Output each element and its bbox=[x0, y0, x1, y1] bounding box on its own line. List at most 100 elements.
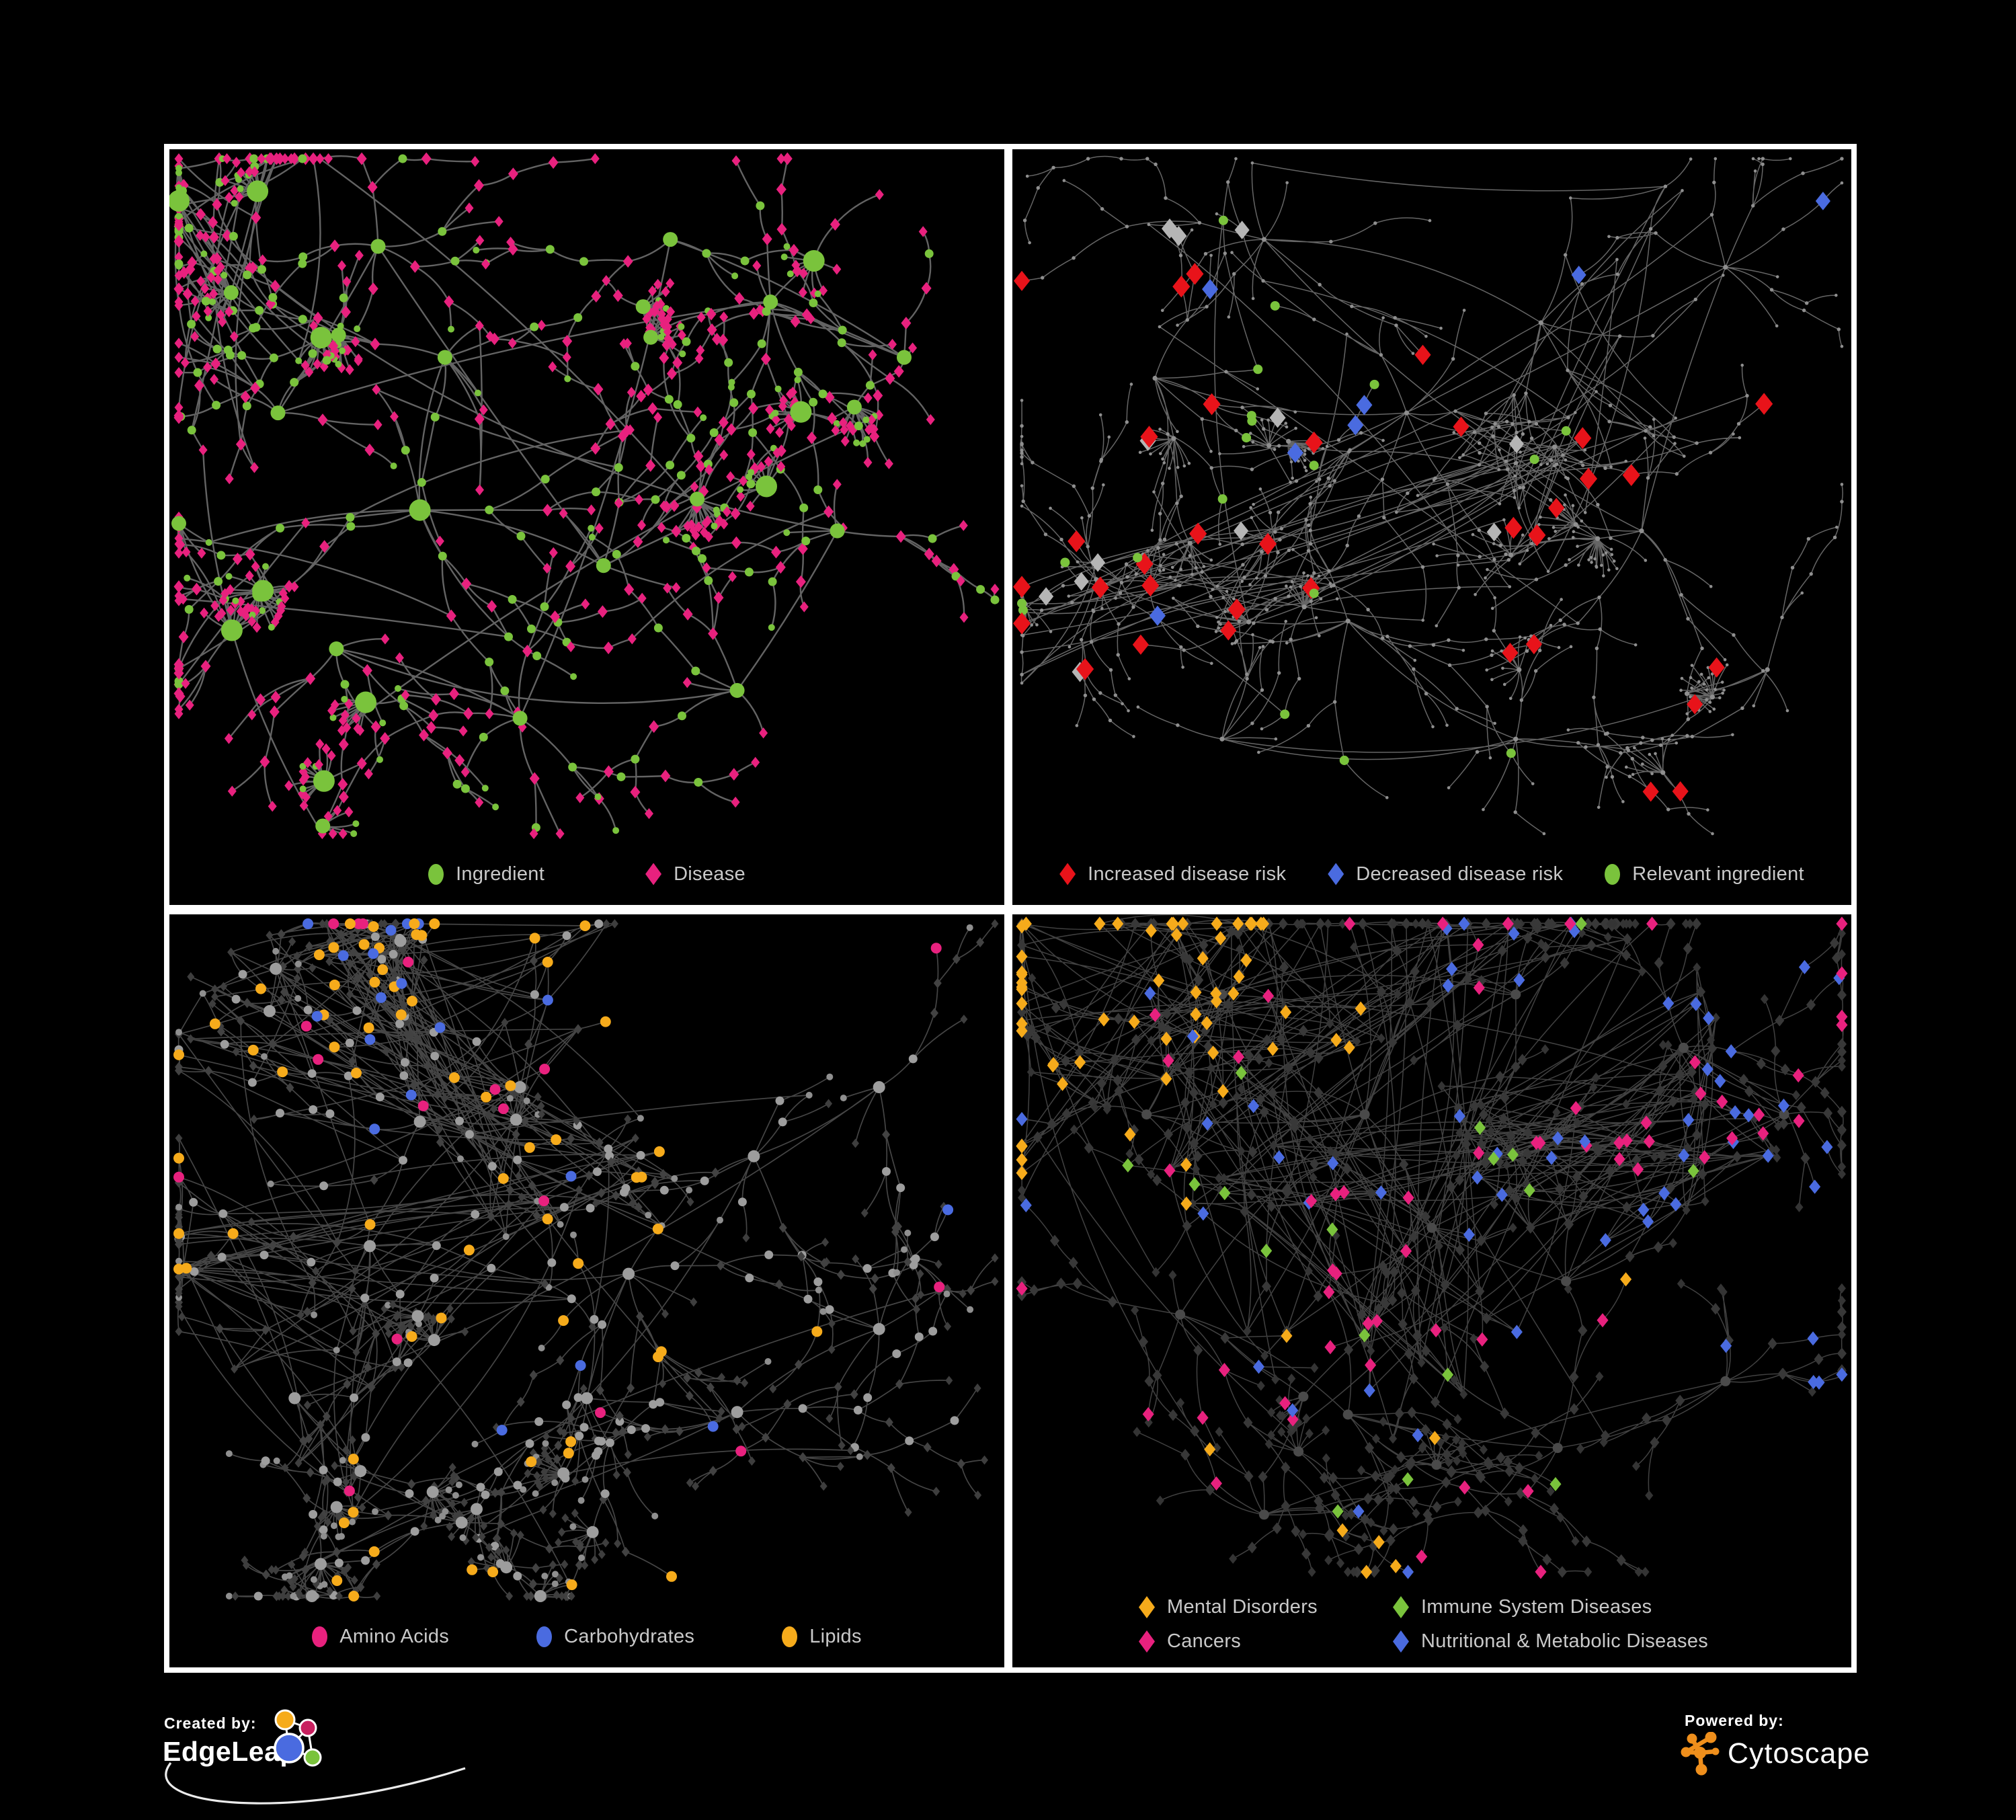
network-node bbox=[1549, 1503, 1560, 1515]
network-node bbox=[788, 387, 797, 398]
network-node bbox=[428, 1334, 440, 1347]
network-node bbox=[241, 610, 251, 622]
network-node bbox=[1672, 435, 1676, 439]
network-node bbox=[1479, 1108, 1489, 1121]
network-node bbox=[1382, 1472, 1392, 1485]
network-node bbox=[338, 790, 349, 803]
network-node bbox=[252, 622, 261, 633]
network-node bbox=[1162, 537, 1167, 542]
network-node bbox=[187, 972, 195, 982]
network-node bbox=[1118, 591, 1123, 595]
legend-item: Mental Disorders bbox=[1139, 1596, 1318, 1618]
network-node bbox=[1421, 619, 1425, 622]
network-node bbox=[551, 1580, 559, 1587]
network-node bbox=[1690, 686, 1693, 690]
network-node bbox=[211, 984, 219, 994]
network-node-highlight bbox=[300, 1021, 312, 1032]
network-node bbox=[280, 1585, 288, 1595]
network-node bbox=[308, 349, 317, 358]
network-node bbox=[1469, 1100, 1480, 1112]
network-node bbox=[356, 152, 367, 165]
network-node bbox=[1521, 432, 1525, 436]
network-node bbox=[1196, 624, 1200, 629]
network-node bbox=[1506, 558, 1511, 562]
network-node bbox=[1453, 1019, 1463, 1031]
network-node bbox=[175, 165, 182, 172]
network-node bbox=[261, 1456, 270, 1466]
network-node bbox=[1701, 1196, 1709, 1207]
network-node bbox=[729, 768, 739, 781]
network-node bbox=[909, 1260, 918, 1269]
network-node-highlight bbox=[1620, 1272, 1632, 1287]
powered-by-label: Powered by: bbox=[1685, 1712, 1784, 1729]
network-node-highlight bbox=[429, 918, 440, 929]
network-node bbox=[328, 340, 339, 352]
network-node-highlight bbox=[1545, 1150, 1558, 1165]
network-node bbox=[1658, 743, 1663, 748]
network-node bbox=[1240, 580, 1244, 583]
network-node-highlight bbox=[173, 1228, 184, 1239]
network-node bbox=[1258, 645, 1262, 649]
network-node bbox=[294, 960, 302, 967]
network-node bbox=[1217, 626, 1221, 630]
network-node bbox=[352, 1347, 360, 1357]
network-node-highlight bbox=[1017, 598, 1027, 608]
network-node bbox=[1420, 565, 1425, 569]
network-node bbox=[1650, 772, 1654, 776]
network-node bbox=[1456, 563, 1460, 567]
network-node bbox=[742, 1233, 750, 1242]
network-node bbox=[199, 990, 206, 997]
network-node bbox=[252, 580, 274, 602]
network-node bbox=[602, 919, 610, 928]
network-node bbox=[516, 531, 526, 541]
network-node bbox=[1675, 741, 1679, 745]
network-node bbox=[1298, 1025, 1309, 1037]
network-node bbox=[612, 1470, 620, 1480]
network-node bbox=[367, 181, 378, 194]
network-node bbox=[778, 400, 787, 412]
network-node bbox=[555, 1573, 563, 1583]
network-node bbox=[711, 522, 718, 530]
network-node bbox=[1777, 1368, 1787, 1380]
network-node-highlight bbox=[1305, 431, 1323, 454]
network-node bbox=[1278, 918, 1288, 930]
network-node bbox=[1387, 1294, 1398, 1306]
network-node bbox=[1092, 697, 1096, 701]
legend-nutrient-classes: Amino Acids Carbohydrates Lipids bbox=[169, 1606, 1004, 1667]
legend-marker-circle-icon bbox=[312, 1626, 328, 1647]
network-node bbox=[280, 592, 290, 604]
network-node bbox=[490, 1542, 499, 1551]
network-node bbox=[419, 728, 429, 742]
network-node bbox=[700, 414, 707, 422]
network-node bbox=[1566, 476, 1570, 481]
network-node bbox=[1512, 918, 1523, 930]
network-node bbox=[553, 1590, 561, 1600]
network-node bbox=[421, 1495, 430, 1506]
network-node bbox=[1152, 490, 1156, 493]
network-node-highlight bbox=[505, 1080, 516, 1091]
network-node bbox=[1221, 596, 1225, 600]
network-node bbox=[1219, 736, 1225, 742]
network-node-highlight bbox=[1571, 266, 1586, 284]
network-node-highlight bbox=[1402, 1190, 1414, 1205]
network-node bbox=[1527, 420, 1531, 424]
network-node bbox=[1187, 461, 1191, 465]
network-node bbox=[1519, 450, 1522, 454]
network-node bbox=[184, 223, 194, 233]
network-node bbox=[1631, 1460, 1640, 1471]
network-node bbox=[455, 1116, 464, 1125]
network-node bbox=[1724, 1334, 1734, 1347]
network-node-highlight bbox=[563, 1448, 574, 1459]
network-node bbox=[1200, 570, 1204, 574]
network-node-highlight bbox=[1373, 1535, 1385, 1550]
network-node bbox=[473, 247, 480, 254]
network-node bbox=[512, 711, 528, 726]
network-node bbox=[1267, 1407, 1276, 1418]
network-node bbox=[1631, 918, 1640, 929]
network-node bbox=[348, 1435, 356, 1445]
network-node bbox=[1090, 486, 1094, 490]
network-node bbox=[337, 725, 346, 736]
network-node bbox=[905, 1436, 914, 1446]
network-node bbox=[651, 495, 660, 504]
network-node bbox=[434, 1089, 442, 1099]
